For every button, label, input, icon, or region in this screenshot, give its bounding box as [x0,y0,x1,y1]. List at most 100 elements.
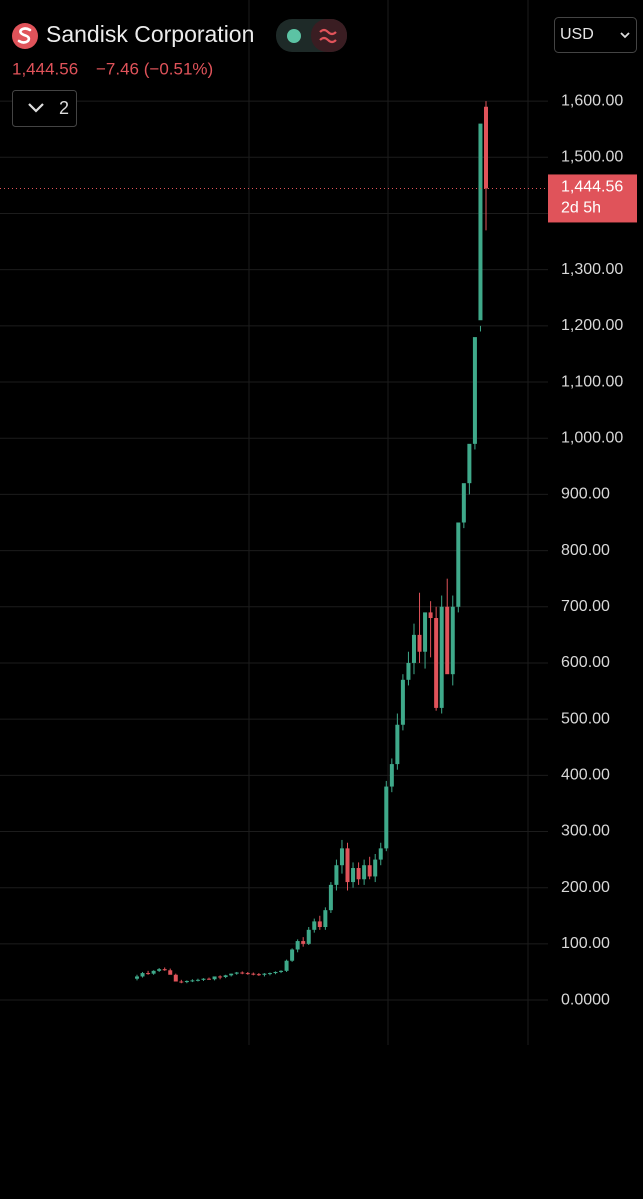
y-tick-label: 1,600.00 [561,92,623,109]
candle-body [323,910,328,928]
candle-body [195,979,200,981]
candle-body [406,662,411,680]
candle-body [245,973,250,975]
countdown-label: 2d 5h [561,200,601,217]
candle-body [256,974,261,976]
candle-body [450,606,455,675]
candle-body [328,884,333,911]
candle-body [423,612,428,652]
y-tick-label: 400.00 [561,767,610,784]
candle-body [290,949,295,961]
candle-body [157,969,162,971]
candle-body [395,724,400,765]
candle-body [151,970,156,974]
candle-body [301,941,306,944]
candle-body [439,606,444,708]
y-tick-label: 700.00 [561,598,610,615]
indicators-toggle[interactable] [12,90,77,127]
candle-body [428,612,433,619]
candle-body [400,679,405,725]
candle-body [351,868,356,883]
candle-body [135,976,139,979]
candle-body [190,980,195,982]
price-change: −7.46 (−0.51%) [96,59,213,78]
candle-body [284,960,289,971]
candle-body [339,848,344,866]
y-tick-label: 500.00 [561,710,610,727]
last-price-badge [548,174,637,223]
candle-body [312,921,317,930]
candle-body [179,981,184,983]
candle-body [207,978,212,980]
candle-body [146,973,151,975]
candle-body [279,970,284,972]
candle-body [234,972,239,974]
candle-body [306,929,311,944]
y-tick-label: 1,300.00 [561,261,623,278]
candle-body [273,971,278,974]
candle-body [262,973,267,975]
candle-body [295,941,300,950]
status-pill-right [311,19,347,52]
candle-body [229,973,234,976]
last-price: 1,444.56 [12,59,78,78]
grid [248,0,529,1045]
candle-body [356,868,361,880]
candle-body [212,976,217,980]
y-tick-label: 1,500.00 [561,149,623,166]
chevron [28,103,44,113]
y-tick-label: 800.00 [561,542,610,559]
candle-body [218,976,223,978]
candle-body [434,618,439,708]
candle-body [367,865,372,877]
logo-mark [17,27,32,44]
candle-body [345,848,350,883]
candle-body [173,974,178,982]
y-tick-label: 600.00 [561,654,610,671]
candle-body [240,972,245,974]
candle-body [362,865,367,880]
extended-hours-icon [319,28,337,44]
candle-body [472,337,477,444]
candle-body [445,606,450,675]
candle-body [478,123,483,321]
candle-body [461,483,466,523]
currency-select[interactable] [554,17,637,53]
plot [0,100,548,1001]
market-status-dot [287,29,301,43]
indicator-count: 2 [59,98,69,118]
candle-body [201,978,206,980]
currency-label: USD [560,26,594,43]
candle-body [467,443,472,484]
currency-chevron [620,32,630,39]
candle-body [267,973,272,975]
symbol-title: Sandisk Corporation [46,21,254,47]
candle-body [378,848,383,860]
y-tick-label: 1,100.00 [561,373,623,390]
candle-body [456,522,461,607]
last-price-label: 1,444.56 [561,179,623,196]
y-tick-label: 300.00 [561,823,610,840]
candle-body [384,786,389,849]
candle-body [373,859,378,877]
candle-body [168,970,173,975]
y-tick-label: 900.00 [561,486,610,503]
candle-body [411,634,416,663]
candle-body [223,975,228,978]
y-tick-label: 0.0000 [561,991,610,1008]
y-tick-label: 200.00 [561,879,610,896]
candle-body [484,106,488,189]
candle-body [317,921,322,928]
candle-body [162,969,167,971]
candle-body [417,634,422,652]
candle-body [184,980,189,983]
candle-body [140,973,145,977]
y-tick-label: 100.00 [561,935,610,952]
y-tick-label: 1,200.00 [561,317,623,334]
candle-body [389,764,394,787]
candle-body [334,865,339,885]
y-tick-label: 1,000.00 [561,429,623,446]
